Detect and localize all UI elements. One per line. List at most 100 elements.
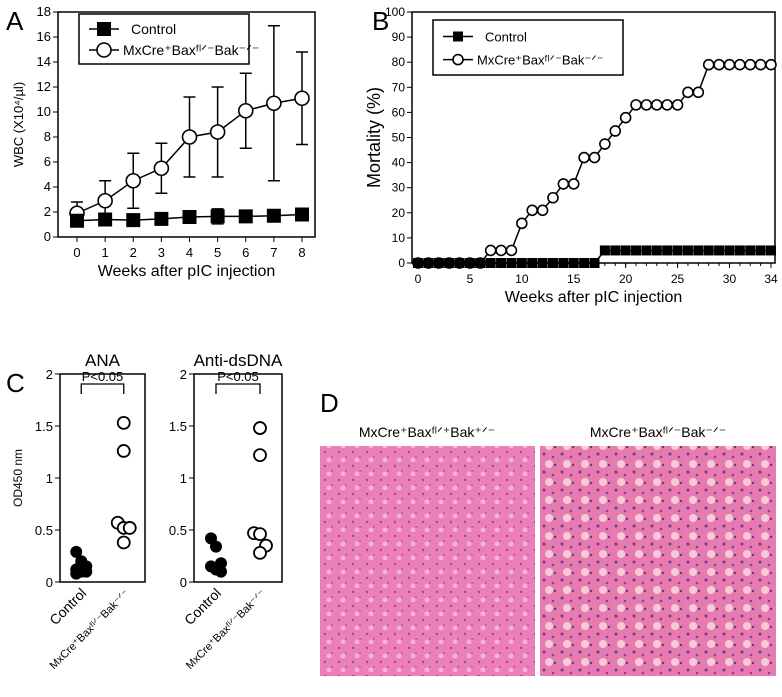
y-tick-label: 1	[46, 471, 53, 486]
marker-square	[97, 22, 111, 36]
plot-frame	[57, 11, 316, 238]
legend-label: MxCre⁺Baxᶠˡᐟ⁻Bak⁻ᐟ⁻	[477, 53, 604, 68]
marker-circle	[495, 244, 507, 257]
marker-square	[755, 245, 766, 256]
marker-square	[651, 245, 662, 256]
panel-d-histology: MxCre⁺Baxᶠˡᐟ⁺Bak⁺ᐟ⁻ MxCre⁺Baxᶠˡᐟ⁻Bak⁻ᐟ⁻	[320, 424, 776, 676]
significance-bracket	[80, 383, 125, 394]
marker-square	[238, 209, 253, 224]
marker-square	[745, 245, 756, 256]
legend-label: Control	[485, 30, 527, 45]
x-tick-label: 7	[270, 245, 277, 260]
series-filled-square	[70, 207, 309, 228]
series-open-circle	[412, 58, 777, 269]
marker-square	[610, 245, 621, 256]
data-point-control	[210, 540, 222, 553]
marker-square	[475, 258, 486, 268]
marker-square	[682, 245, 693, 256]
marker-circle	[640, 99, 653, 111]
legend-label: Control	[131, 21, 176, 37]
legend: Control MxCre⁺Baxᶠˡᐟ⁻Bak⁻ᐟ⁻	[432, 19, 624, 76]
y-tick-label: 18	[37, 4, 51, 19]
marker-square	[714, 245, 725, 256]
y-tick-label: 70	[392, 80, 406, 94]
y-tick-label: 16	[37, 29, 51, 44]
marker-circle	[661, 99, 673, 111]
y-tick-label: 0.5	[169, 523, 187, 538]
y-tick-label: 1.5	[35, 419, 53, 434]
y-axis-label: OD450 nm	[11, 449, 25, 507]
marker-square	[453, 31, 463, 42]
y-tick-label: 60	[392, 105, 406, 119]
data-point-control	[70, 567, 83, 580]
data-point-knockout	[116, 444, 131, 458]
x-tick-label: 6	[242, 245, 249, 260]
y-tick-label: 10	[37, 104, 51, 119]
marker-square	[516, 258, 527, 268]
marker-square	[537, 258, 548, 268]
marker-circle	[713, 58, 725, 71]
p-value-annotation: P<0.05	[82, 369, 124, 384]
marker-circle	[754, 58, 767, 71]
marker-circle	[682, 86, 694, 99]
marker-circle	[734, 58, 746, 71]
y-tick-label: 2	[46, 367, 53, 382]
y-tick-label: 10	[392, 231, 406, 245]
marker-circle	[619, 111, 632, 124]
x-tick-label: 10	[515, 272, 529, 286]
y-tick-label: 1	[180, 471, 187, 486]
y-tick-label: 40	[392, 156, 406, 170]
y-tick-label: 6	[44, 154, 51, 169]
marker-square	[154, 211, 169, 226]
marker-square	[703, 245, 714, 256]
x-tick-label: 8	[298, 245, 305, 260]
y-tick-label: 50	[392, 131, 406, 145]
marker-circle	[526, 204, 539, 217]
y-tick-label: 2	[44, 204, 51, 219]
marker-square	[631, 245, 642, 256]
legend-label: MxCre⁺Baxᶠˡᐟ⁻Bak⁻ᐟ⁻	[123, 42, 259, 58]
p-value-annotation: P<0.05	[217, 369, 259, 384]
y-axis-label: Mortality (%)	[364, 87, 384, 188]
y-tick-label: 0	[46, 575, 53, 590]
marker-square	[506, 258, 517, 268]
marker-square	[589, 258, 600, 268]
data-point-control	[70, 545, 83, 558]
marker-circle	[266, 95, 282, 112]
x-tick-label: 20	[619, 272, 633, 286]
marker-square	[496, 258, 507, 268]
data-point-knockout	[253, 421, 267, 435]
marker-circle	[96, 42, 112, 58]
marker-square	[662, 245, 673, 256]
marker-square	[423, 258, 434, 268]
x-tick-label: 3	[158, 245, 165, 260]
histology-right-label: MxCre⁺Baxᶠˡᐟ⁻Bak⁻ᐟ⁻	[590, 424, 726, 440]
marker-circle	[599, 138, 611, 150]
marker-square	[641, 245, 652, 256]
marker-square	[266, 208, 281, 223]
marker-circle	[209, 124, 226, 140]
marker-circle	[630, 99, 642, 111]
category-label: Control	[181, 585, 224, 628]
marker-circle	[650, 99, 663, 111]
data-point-knockout	[253, 545, 267, 560]
significance-bracket	[215, 383, 261, 394]
marker-circle	[702, 58, 715, 71]
marker-circle	[536, 204, 549, 217]
marker-circle	[588, 151, 601, 164]
x-tick-label: 2	[130, 245, 137, 260]
chart-c-ana: ANA 0 0.5 1 1.5 2 OD450 nm P<0.05 ControlMxCre⁺B…	[11, 351, 146, 672]
x-axis-label: Weeks after pIC injection	[98, 263, 276, 280]
y-tick-label: 0.5	[35, 523, 53, 538]
marker-square	[126, 213, 141, 228]
marker-square	[579, 258, 590, 268]
marker-square	[527, 258, 538, 268]
y-tick-label: 12	[37, 79, 51, 94]
marker-square	[70, 213, 84, 228]
panel-label-d: D	[320, 388, 339, 418]
marker-circle	[452, 53, 464, 66]
x-tick-label: 5	[214, 245, 221, 260]
marker-circle	[578, 151, 590, 164]
marker-square	[568, 258, 579, 268]
